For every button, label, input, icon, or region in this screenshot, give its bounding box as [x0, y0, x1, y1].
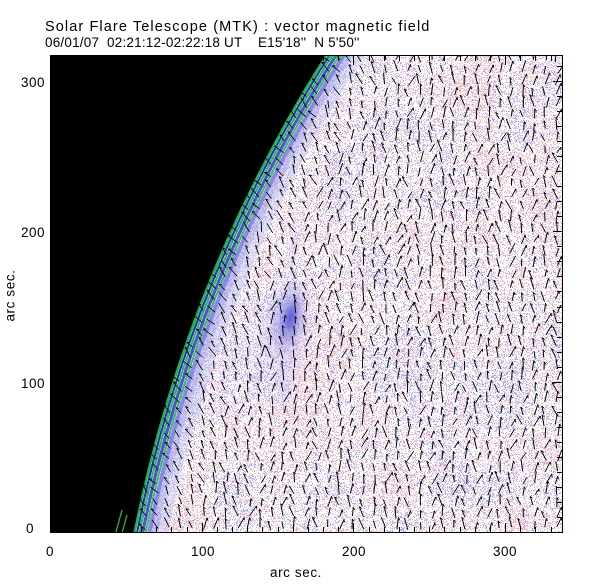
- y-tick-100: 100: [20, 376, 45, 391]
- y-tick-200: 200: [20, 225, 45, 240]
- x-tick-100: 100: [190, 544, 216, 559]
- x-tick-200: 200: [341, 544, 367, 559]
- y-axis-title: arc sec.: [2, 269, 18, 322]
- x-tick-0: 0: [45, 544, 55, 559]
- page-title: Solar Flare Telescope (MTK) : vector mag…: [45, 19, 431, 35]
- x-tick-300: 300: [492, 544, 518, 559]
- x-axis-title: arc sec.: [269, 565, 323, 580]
- y-tick-300: 300: [20, 75, 45, 90]
- y-tick-0: 0: [25, 521, 34, 536]
- observation-info: 06/01/07 02:21:12-02:22:18 UT E15'18'' N…: [45, 35, 360, 50]
- plot-canvas: [50, 55, 563, 533]
